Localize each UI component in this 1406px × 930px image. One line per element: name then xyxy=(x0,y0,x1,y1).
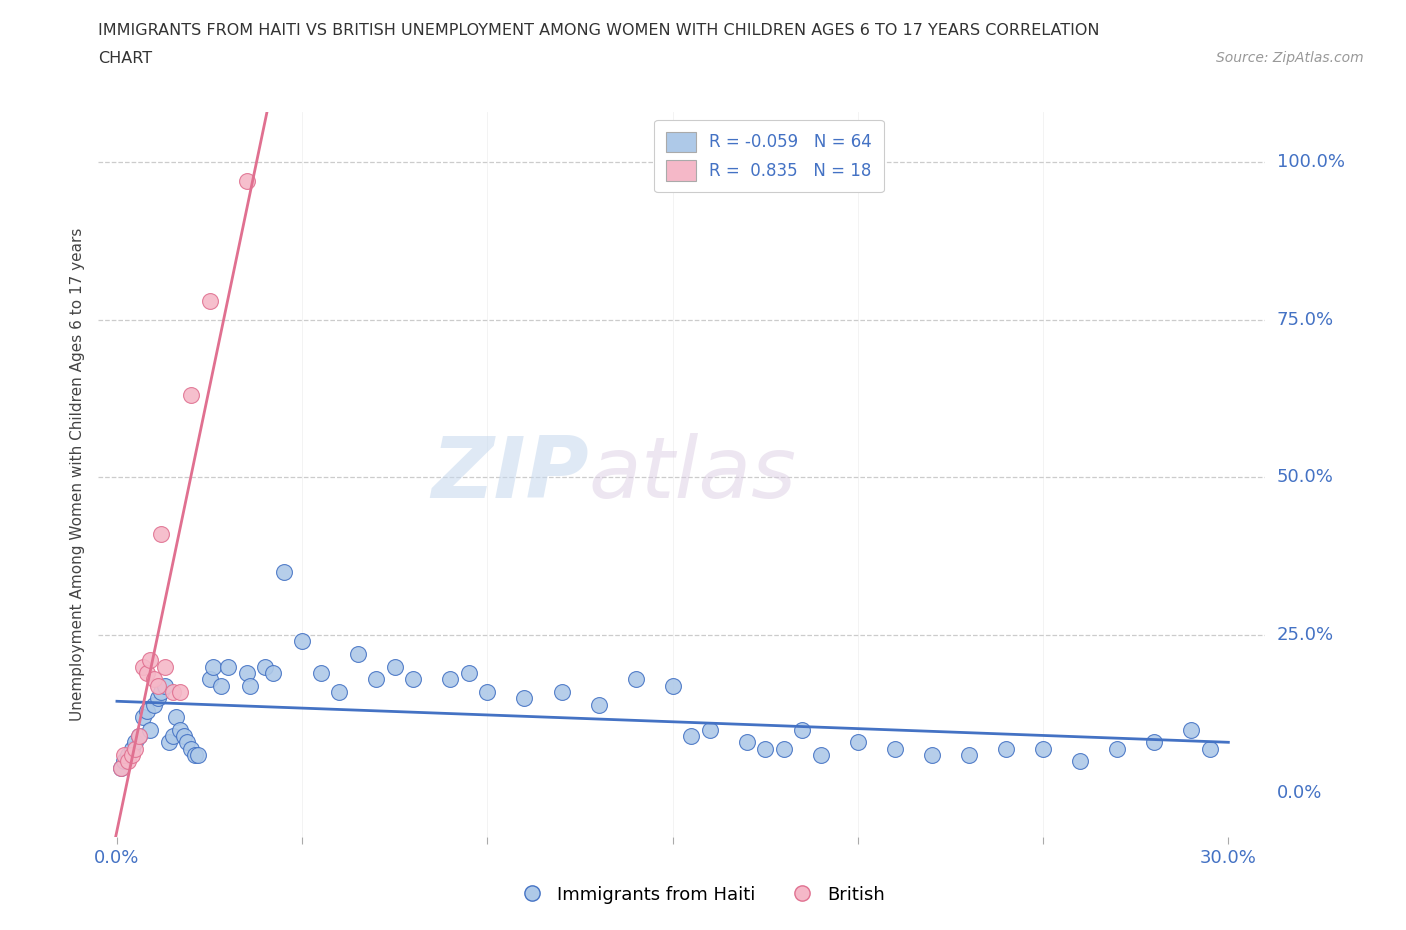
Point xyxy=(153,678,176,693)
Point xyxy=(143,698,166,712)
Point xyxy=(995,741,1018,756)
Point xyxy=(513,691,536,706)
Point xyxy=(176,735,198,750)
Point xyxy=(846,735,869,750)
Point xyxy=(735,735,758,750)
Point xyxy=(1180,723,1202,737)
Point xyxy=(132,710,155,724)
Text: 25.0%: 25.0% xyxy=(1277,626,1334,644)
Point xyxy=(328,684,350,699)
Point xyxy=(143,671,166,686)
Point xyxy=(1069,754,1091,769)
Text: 75.0%: 75.0% xyxy=(1277,311,1334,329)
Text: IMMIGRANTS FROM HAITI VS BRITISH UNEMPLOYMENT AMONG WOMEN WITH CHILDREN AGES 6 T: IMMIGRANTS FROM HAITI VS BRITISH UNEMPLO… xyxy=(98,23,1099,38)
Point xyxy=(124,735,146,750)
Point xyxy=(162,728,184,743)
Point xyxy=(262,666,284,681)
Point xyxy=(588,698,610,712)
Point xyxy=(884,741,907,756)
Point xyxy=(439,671,461,686)
Point xyxy=(810,748,832,763)
Text: 100.0%: 100.0% xyxy=(1277,153,1344,171)
Point xyxy=(1198,741,1220,756)
Point xyxy=(169,684,191,699)
Point xyxy=(1032,741,1054,756)
Point xyxy=(624,671,647,686)
Point xyxy=(217,659,239,674)
Point xyxy=(117,754,139,769)
Point xyxy=(346,646,368,661)
Y-axis label: Unemployment Among Women with Children Ages 6 to 17 years: Unemployment Among Women with Children A… xyxy=(70,228,86,721)
Point xyxy=(921,748,943,763)
Point xyxy=(239,678,262,693)
Point xyxy=(1143,735,1166,750)
Point xyxy=(124,741,146,756)
Text: Source: ZipAtlas.com: Source: ZipAtlas.com xyxy=(1216,51,1364,65)
Point xyxy=(550,684,572,699)
Point xyxy=(209,678,232,693)
Point xyxy=(187,748,209,763)
Point xyxy=(169,723,191,737)
Point xyxy=(139,723,162,737)
Point xyxy=(135,703,157,718)
Point xyxy=(110,760,132,775)
Point xyxy=(366,671,388,686)
Text: 0.0%: 0.0% xyxy=(1277,784,1322,802)
Point xyxy=(146,691,169,706)
Point xyxy=(132,659,155,674)
Point xyxy=(117,748,139,763)
Point xyxy=(699,723,721,737)
Legend: R = -0.059   N = 64, R =  0.835   N = 18: R = -0.059 N = 64, R = 0.835 N = 18 xyxy=(654,120,883,193)
Point xyxy=(681,728,703,743)
Point xyxy=(180,388,202,403)
Point xyxy=(165,710,187,724)
Point xyxy=(112,754,135,769)
Point xyxy=(477,684,499,699)
Point xyxy=(146,678,169,693)
Point xyxy=(1107,741,1129,756)
Point xyxy=(772,741,794,756)
Point xyxy=(180,741,202,756)
Point xyxy=(150,526,173,541)
Point xyxy=(153,659,176,674)
Point xyxy=(235,666,257,681)
Point xyxy=(198,671,221,686)
Legend: Immigrants from Haiti, British: Immigrants from Haiti, British xyxy=(513,878,893,911)
Point xyxy=(273,565,295,579)
Text: 50.0%: 50.0% xyxy=(1277,469,1333,486)
Point xyxy=(235,174,257,189)
Point xyxy=(309,666,332,681)
Point xyxy=(110,760,132,775)
Point xyxy=(139,653,162,668)
Point xyxy=(184,748,207,763)
Point xyxy=(402,671,425,686)
Point xyxy=(128,728,150,743)
Point xyxy=(150,684,173,699)
Point xyxy=(792,723,814,737)
Point xyxy=(291,634,314,649)
Point xyxy=(957,748,980,763)
Text: atlas: atlas xyxy=(589,432,797,516)
Point xyxy=(128,728,150,743)
Point xyxy=(198,293,221,308)
Point xyxy=(121,741,143,756)
Point xyxy=(754,741,776,756)
Text: CHART: CHART xyxy=(98,51,152,66)
Point xyxy=(173,728,195,743)
Point xyxy=(661,678,683,693)
Point xyxy=(254,659,277,674)
Point xyxy=(457,666,479,681)
Point xyxy=(384,659,406,674)
Text: ZIP: ZIP xyxy=(430,432,589,516)
Point xyxy=(121,748,143,763)
Point xyxy=(162,684,184,699)
Point xyxy=(202,659,225,674)
Point xyxy=(112,748,135,763)
Point xyxy=(157,735,180,750)
Point xyxy=(135,666,157,681)
